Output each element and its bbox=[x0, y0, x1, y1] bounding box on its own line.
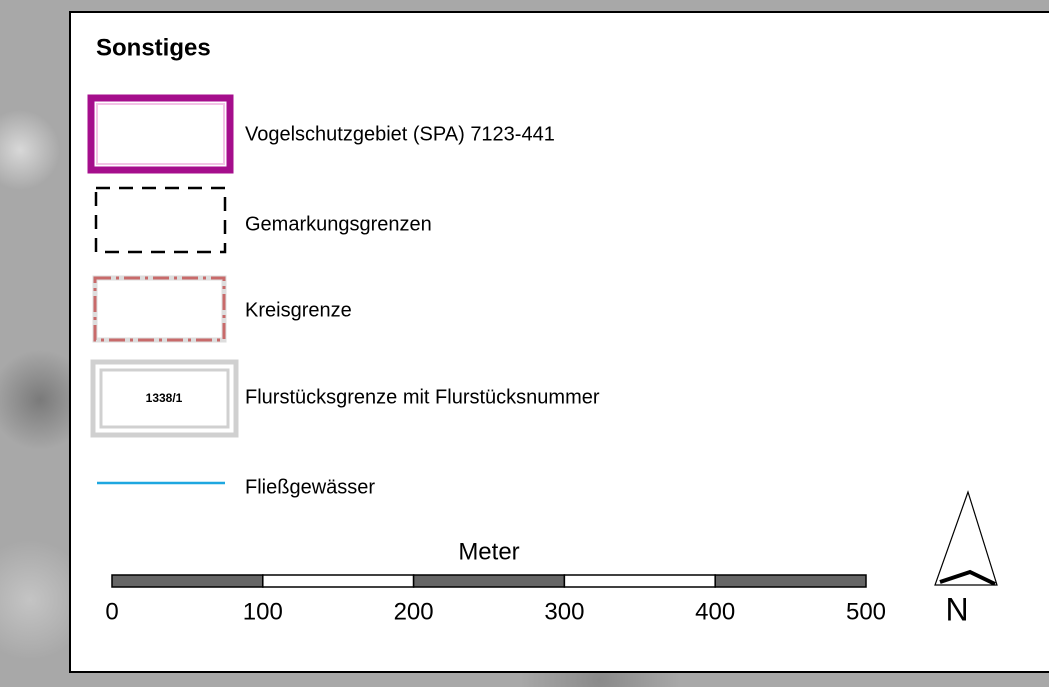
scale-segment bbox=[715, 575, 866, 587]
parcel-number: 1338/1 bbox=[146, 391, 183, 405]
legend-panel: Sonstiges Vogelschutzgebiet (SPA) 7123-4… bbox=[0, 0, 1049, 687]
legend-label: Vogelschutzgebiet (SPA) 7123-441 bbox=[245, 123, 555, 145]
scale-tick-label: 300 bbox=[544, 598, 584, 625]
scale-segment bbox=[414, 575, 565, 587]
scale-tick-label: 0 bbox=[105, 598, 118, 625]
page: Sonstiges Vogelschutzgebiet (SPA) 7123-4… bbox=[0, 0, 1049, 687]
scale-tick-label: 500 bbox=[846, 598, 886, 625]
scale-segment bbox=[112, 575, 263, 587]
scale-title: Meter bbox=[458, 538, 519, 565]
legend-title: Sonstiges bbox=[96, 34, 211, 61]
north-label: N bbox=[945, 591, 968, 627]
scale-segment bbox=[263, 575, 414, 587]
spa-symbol bbox=[91, 98, 230, 170]
scale-segment bbox=[564, 575, 715, 587]
scale-tick-label: 200 bbox=[394, 598, 434, 625]
legend-label: Flurstücksgrenze mit Flurstücksnummer bbox=[245, 386, 600, 408]
legend-label: Kreisgrenze bbox=[245, 299, 352, 321]
scale-tick-label: 400 bbox=[695, 598, 735, 625]
legend-label: Gemarkungsgrenzen bbox=[245, 213, 432, 235]
legend-label: Fließgewässer bbox=[245, 476, 375, 498]
scale-tick-label: 100 bbox=[243, 598, 283, 625]
